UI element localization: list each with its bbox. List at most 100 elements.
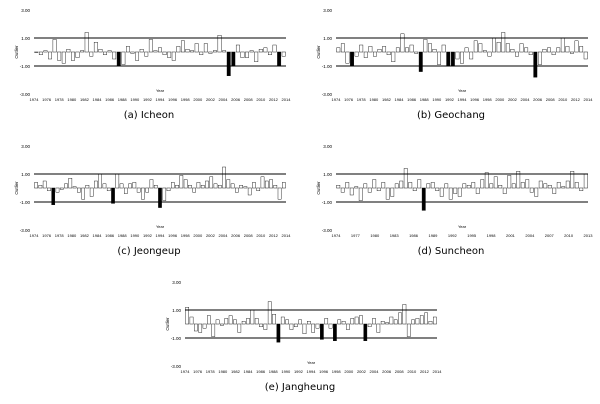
- bar: [196, 182, 201, 189]
- x-tick-label: 1976: [344, 97, 354, 102]
- bar: [175, 185, 179, 189]
- bar: [179, 175, 184, 189]
- x-tick-label: 1986: [105, 233, 115, 238]
- x-tick-label: 1980: [218, 369, 228, 374]
- bar: [574, 182, 579, 189]
- bar: [487, 51, 492, 57]
- bar: [417, 179, 422, 189]
- bar: [280, 316, 285, 325]
- x-tick-label: 2002: [206, 233, 216, 238]
- chart-suncheon: -3.00 -1.00 1.00 3.00 Outlier 1974 1977 1980 198…: [316, 144, 594, 238]
- bar: [222, 50, 227, 53]
- bar: [199, 51, 204, 55]
- x-tick-label: 1988: [118, 97, 128, 102]
- x-tick-label: 1976: [42, 97, 52, 102]
- bar: [350, 318, 355, 325]
- x-tick-label: 2000: [193, 97, 203, 102]
- x-tick-label: 1980: [369, 97, 379, 102]
- x-tick-label: 1994: [156, 233, 166, 238]
- bar: [529, 187, 534, 193]
- bar: [505, 43, 510, 53]
- bar: [228, 315, 233, 325]
- x-tick-label: 1978: [357, 97, 367, 102]
- bar: [543, 183, 548, 189]
- y-tick-label: -1.00: [322, 200, 333, 205]
- bar: [254, 51, 259, 63]
- bar: [340, 43, 345, 53]
- x-tick-label: 1992: [143, 233, 153, 238]
- y-axis-label: Outlier: [316, 181, 321, 195]
- bar: [560, 37, 565, 53]
- bar: [259, 323, 263, 327]
- chart-panel-jeongeup: -3.00 -1.00 1.00 3.00 Outlier 1974 1976 1978 198…: [4, 140, 294, 260]
- bar: [249, 50, 254, 53]
- bar: [115, 173, 120, 189]
- bar: [217, 185, 222, 189]
- bar: [533, 51, 538, 78]
- x-tick-label: 2002: [508, 97, 518, 102]
- bar: [258, 49, 263, 53]
- bar: [277, 187, 282, 200]
- chart-caption-icheon: (a) Icheon: [123, 110, 175, 121]
- y-axis-label: Outlier: [316, 45, 321, 59]
- bar: [185, 49, 190, 53]
- y-tick-label: -3.00: [20, 228, 31, 233]
- bar: [570, 51, 574, 54]
- x-tick-label: 1990: [130, 233, 140, 238]
- bar: [34, 182, 38, 189]
- x-tick-label: 1994: [307, 369, 317, 374]
- bar: [424, 312, 428, 325]
- bar: [409, 44, 414, 53]
- bar: [430, 182, 435, 189]
- x-tick-label: 2004: [525, 233, 535, 238]
- bar: [47, 187, 51, 191]
- x-tick-label: 1984: [395, 97, 405, 102]
- x-tick-label: 1974: [30, 97, 40, 102]
- x-tick-label: 1980: [67, 97, 77, 102]
- bar: [328, 323, 333, 329]
- bar: [302, 323, 307, 335]
- bar: [263, 47, 268, 53]
- x-tick-label: 2010: [256, 97, 266, 102]
- x-tick-label: 2000: [344, 369, 354, 374]
- x-tick-label: 1998: [181, 97, 191, 102]
- bar: [496, 42, 501, 53]
- x-axis-label: Year: [458, 224, 467, 229]
- y-tick-label: 1.00: [323, 36, 332, 41]
- bar: [421, 187, 426, 211]
- bar: [400, 33, 405, 53]
- bar: [377, 49, 382, 53]
- x-tick-label: 2013: [584, 233, 594, 238]
- bar: [145, 187, 149, 193]
- bar: [473, 40, 478, 53]
- y-tick-label: 3.00: [172, 280, 181, 285]
- chart-caption-geochang: (b) Geochang: [417, 110, 485, 121]
- y-tick-label: -1.00: [20, 200, 31, 205]
- bar: [524, 47, 529, 53]
- x-tick-label: 1978: [55, 97, 65, 102]
- chart-panel-icheon: -3.00 -1.00 1.00 3.00 Outlier 1974 1976 1978 198…: [4, 4, 294, 124]
- x-tick-label: 1984: [93, 97, 103, 102]
- bar: [399, 180, 404, 189]
- bar: [285, 319, 289, 325]
- bar: [579, 46, 584, 53]
- x-tick-label: 1976: [193, 369, 203, 374]
- bar: [176, 46, 181, 53]
- x-axis-label: Year: [156, 224, 165, 229]
- bar: [272, 44, 277, 53]
- bar: [403, 168, 408, 189]
- bar: [213, 183, 218, 189]
- x-tick-label: 2002: [206, 97, 216, 102]
- bar: [80, 50, 85, 53]
- x-tick-label: 1986: [409, 233, 419, 238]
- bar: [406, 323, 411, 337]
- bar: [464, 47, 469, 53]
- y-tick-label: -1.00: [171, 336, 182, 341]
- x-tick-label: 1988: [420, 97, 430, 102]
- bar: [448, 187, 453, 200]
- bar: [363, 51, 368, 58]
- bar: [385, 322, 389, 325]
- x-tick-label: 1996: [470, 97, 480, 102]
- bar: [102, 183, 107, 189]
